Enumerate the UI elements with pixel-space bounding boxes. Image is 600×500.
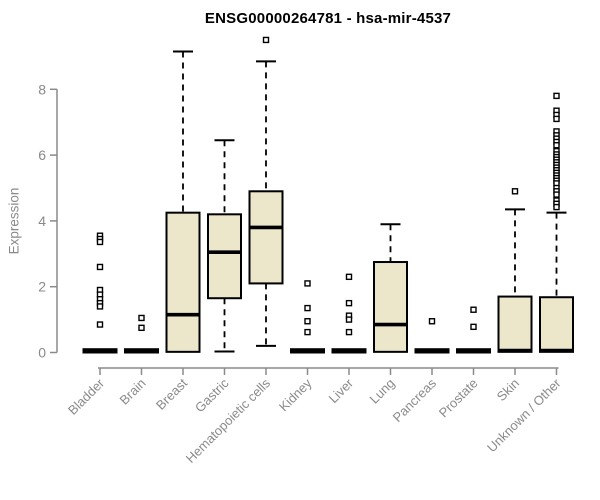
outlier-point: [553, 142, 560, 149]
boxplot-skin: [497, 188, 533, 353]
outlier-point: [345, 328, 353, 336]
chart-title: ENSG00000264781 - hsa-mir-4537: [204, 10, 452, 27]
outlier-point: [553, 191, 560, 198]
boxplot-hematopoietic-cells: [248, 36, 284, 347]
boxplot-kidney: [290, 280, 325, 354]
y-axis-tick-label: 2: [38, 279, 46, 295]
x-axis-category-label-gastric: Gastric: [192, 375, 232, 415]
outlier-point: [304, 318, 311, 325]
outlier-point: [96, 303, 104, 310]
x-axis-category-label-lung: Lung: [367, 376, 398, 407]
boxplot-liver: [331, 273, 367, 354]
outlier-point: [470, 323, 477, 331]
x-axis-category-label-brain: Brain: [117, 376, 149, 408]
outlier-point: [345, 316, 353, 323]
outlier-point: [304, 280, 311, 287]
y-axis-tick-label: 4: [38, 213, 46, 229]
boxplot-bladder: [82, 232, 118, 354]
outlier-point: [138, 324, 145, 332]
outlier-point: [428, 318, 436, 325]
y-axis-tick-label: 0: [38, 345, 46, 361]
outlier-point: [553, 92, 560, 100]
y-axis-tick-label: 6: [38, 147, 46, 163]
iqr-box: [497, 295, 533, 353]
y-axis-tick-label: 8: [38, 81, 46, 97]
outlier-point: [511, 188, 519, 195]
x-axis-category-label-unknown-other: Unknown / Other: [484, 375, 564, 455]
outlier-point: [553, 115, 560, 123]
iqr-box: [539, 296, 574, 353]
x-axis-category-label-kidney: Kidney: [276, 375, 315, 414]
boxplot-breast: [165, 50, 201, 353]
outlier-point: [96, 263, 104, 271]
boxplot-pancreas: [414, 318, 450, 354]
iqr-box: [248, 190, 284, 285]
boxplot-lung: [373, 223, 408, 353]
x-axis-category-label-prostate: Prostate: [436, 376, 481, 421]
outlier-point: [304, 304, 311, 312]
outlier-point: [345, 273, 353, 281]
outlier-point: [96, 321, 104, 328]
boxplot-brain: [124, 314, 159, 354]
iqr-box: [165, 211, 201, 353]
boxplot-gastric: [207, 139, 242, 353]
outlier-point: [262, 36, 270, 44]
x-axis-category-label-skin: Skin: [494, 376, 522, 404]
outlier-point: [96, 238, 104, 246]
x-axis-category-label-breast: Breast: [153, 375, 190, 412]
x-axis-category-label-pancreas: Pancreas: [390, 375, 440, 425]
iqr-box: [207, 213, 242, 300]
outlier-point: [138, 314, 145, 322]
outlier-point: [345, 299, 353, 307]
outlier-point: [304, 328, 311, 336]
iqr-box: [373, 261, 408, 353]
x-axis-category-label-liver: Liver: [326, 375, 357, 406]
boxplot-prostate: [456, 306, 491, 354]
outlier-point: [553, 203, 560, 211]
outlier-point: [470, 306, 477, 313]
boxplot-unknown-other: [539, 92, 574, 353]
x-axis-category-label-bladder: Bladder: [65, 375, 108, 418]
